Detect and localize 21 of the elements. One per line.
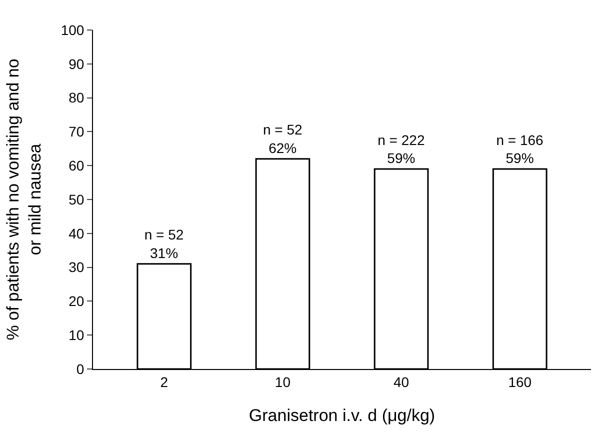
y-tick-label: 10 — [68, 327, 84, 343]
data-label: n = 52 31% — [144, 226, 184, 261]
data-label: n = 166 59% — [496, 132, 544, 166]
y-tick-label: 90 — [68, 56, 84, 72]
x-tick-label: 160 — [508, 374, 532, 390]
y-tick-label: 60 — [68, 158, 84, 174]
x-tick-label: 10 — [274, 374, 291, 390]
data-label: n = 222 59% — [378, 132, 425, 166]
y-tick-label: 100 — [60, 22, 84, 38]
y-tick-label: 0 — [76, 360, 84, 377]
y-tick-label: 20 — [68, 293, 84, 310]
y-tick-label: 70 — [68, 124, 84, 140]
y-axis-title: % of patients with no vomiting and no or mild nausea — [3, 58, 44, 340]
data-label: n = 52 62% — [262, 122, 302, 156]
x-axis-title: Granisetron i.v. d (μg/kg) — [248, 406, 436, 426]
x-tick-label: 2 — [160, 374, 168, 390]
y-tick-label: 40 — [68, 225, 84, 242]
y-tick-label: 30 — [68, 259, 84, 276]
x-tick-label: 40 — [394, 374, 410, 390]
y-tick-label: 80 — [68, 90, 84, 106]
y-tick-label: 50 — [68, 191, 84, 208]
